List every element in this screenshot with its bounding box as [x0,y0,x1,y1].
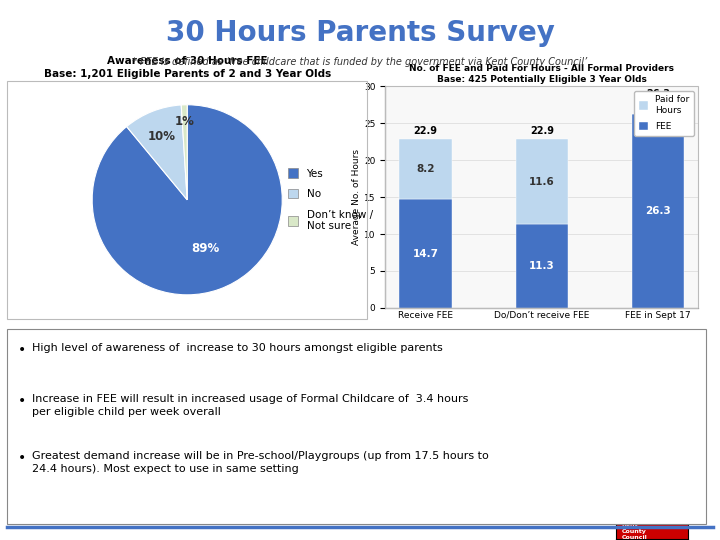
Text: 26.3
[+3.4]: 26.3 [+3.4] [641,89,675,111]
Text: 14.7: 14.7 [413,248,438,259]
Bar [632,114,684,308]
Wedge shape [127,105,187,200]
Text: 8.2: 8.2 [416,164,435,174]
Legend: Paid for
Hours, FEE: Paid for Hours, FEE [634,91,694,136]
Text: 22.9: 22.9 [413,126,438,136]
Y-axis label: Average No. of Hours: Average No. of Hours [352,149,361,245]
Text: •: • [18,451,26,465]
Bar [400,199,451,308]
Text: Increase in FEE will result in increased usage of Formal Childcare of  3.4 hours: Increase in FEE will result in increased… [32,394,469,417]
Text: 26.3: 26.3 [645,206,671,216]
Text: County: County [621,529,647,534]
Text: High level of awareness of  increase to 30 hours amongst eligible parents: High level of awareness of increase to 3… [32,343,443,353]
Legend: Yes, No, Don’t know /
Not sure: Yes, No, Don’t know / Not sure [284,164,377,235]
Text: Council: Council [621,535,647,539]
Text: 1%: 1% [175,116,194,129]
Wedge shape [181,105,187,200]
Text: 89%: 89% [191,242,219,255]
Wedge shape [92,105,282,295]
Bar [516,139,568,225]
Bar [400,139,451,199]
Text: 11.3: 11.3 [529,261,554,271]
Text: Kent: Kent [621,523,638,528]
Text: •: • [18,343,26,357]
Text: Greatest demand increase will be in Pre-school/Playgroups (up from 17.5 hours to: Greatest demand increase will be in Pre-… [32,451,489,474]
Text: 10%: 10% [148,130,176,143]
Title: No. of FEE and Paid For Hours - All Formal Providers
Base: 425 Potentially Eligi: No. of FEE and Paid For Hours - All Form… [409,64,675,84]
Text: 11.6: 11.6 [529,177,554,187]
Bar [516,225,568,308]
Text: * FEE is defined as ‘free childcare that is funded by the government via Kent Co: * FEE is defined as ‘free childcare that… [132,57,588,67]
Title: Awareness of 30 Hours FEE
Base: 1,201 Eligible Parents of 2 and 3 Year Olds: Awareness of 30 Hours FEE Base: 1,201 El… [44,56,330,79]
Text: •: • [18,394,26,408]
Text: 30 Hours Parents Survey: 30 Hours Parents Survey [166,19,554,47]
Text: 22.9: 22.9 [530,126,554,136]
